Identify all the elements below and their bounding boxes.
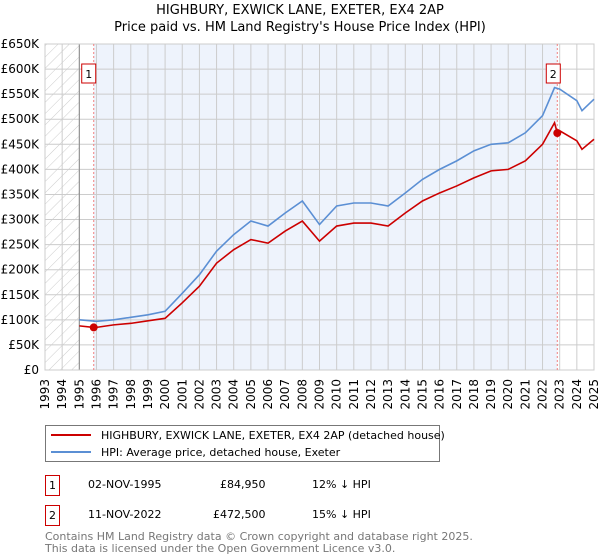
sale-point <box>89 323 98 332</box>
x-tick-label: 2022 <box>536 379 550 410</box>
x-tick-label: 2010 <box>330 379 344 410</box>
legend-item-property: HIGHBURY, EXWICK LANE, EXETER, EX4 2AP (… <box>46 427 445 443</box>
y-tick-label: £500K <box>1 112 41 126</box>
y-tick-label: £550K <box>1 87 41 101</box>
x-tick-label: 1999 <box>141 379 155 410</box>
y-tick-label: £100K <box>1 313 41 327</box>
legend-swatch-blue <box>51 451 91 453</box>
x-tick-label: 2009 <box>313 379 327 410</box>
x-tick-label: 1994 <box>55 379 69 410</box>
y-tick-label: £350K <box>1 187 41 201</box>
x-tick-label: 2005 <box>244 379 258 410</box>
sale-price: £472,500 <box>213 508 266 521</box>
y-tick-label: £50K <box>8 338 40 352</box>
marker-badge: 1 <box>45 475 60 496</box>
x-tick-label: 2000 <box>158 379 172 410</box>
annotation-label: 2 <box>550 68 557 81</box>
hpi-diff: 12% ↓ HPI <box>312 478 371 491</box>
property-price-line <box>79 120 595 329</box>
y-tick-label: £450K <box>1 137 41 151</box>
footer-licence: This data is licensed under the Open Gov… <box>45 542 396 555</box>
footer: Contains HM Land Registry data © Crown c… <box>45 531 473 555</box>
x-tick-label: 2025 <box>587 379 600 410</box>
ownership-period-shade <box>93 44 558 370</box>
legend-label: HIGHBURY, EXWICK LANE, EXETER, EX4 2AP (… <box>101 428 445 442</box>
y-tick-label: £0 <box>24 363 39 377</box>
annotation-box <box>81 63 97 84</box>
table-row: 2 11-NOV-2022 £472,500 15% ↓ HPI <box>45 505 445 526</box>
y-tick-label: £400K <box>1 162 41 176</box>
annotation-box <box>545 63 561 84</box>
x-tick-label: 2013 <box>381 379 395 410</box>
x-tick-label: 2011 <box>347 379 361 410</box>
x-tick-label: 1993 <box>38 379 52 410</box>
sale-date: 11-NOV-2022 <box>88 508 162 521</box>
x-tick-label: 1998 <box>124 379 138 410</box>
footer-copyright: Contains HM Land Registry data © Crown c… <box>45 530 473 543</box>
legend: HIGHBURY, EXWICK LANE, EXETER, EX4 2AP (… <box>45 425 445 462</box>
y-tick-label: £650K <box>1 37 41 51</box>
x-tick-label: 2012 <box>364 379 378 410</box>
x-tick-label: 2019 <box>484 379 498 410</box>
y-tick-label: £250K <box>1 238 41 252</box>
x-tick-label: 2018 <box>467 379 481 410</box>
plot-border <box>44 43 595 371</box>
hpi-line <box>79 86 595 323</box>
x-tick-label: 1997 <box>107 379 121 410</box>
x-tick-label: 2014 <box>398 379 412 410</box>
sale-date: 02-NOV-1995 <box>88 478 162 491</box>
x-tick-label: 1995 <box>72 379 86 410</box>
y-tick-label: £150K <box>1 288 41 302</box>
x-tick-label: 2004 <box>227 379 241 410</box>
sale-point <box>553 129 562 138</box>
y-tick-label: £300K <box>1 213 41 227</box>
marker-badge: 2 <box>45 505 60 526</box>
x-tick-label: 2001 <box>175 379 189 410</box>
price-chart: 1993 1994 1995 1996 1997 1998 1999 2000 2001 2002… <box>1 37 600 410</box>
x-tick-label: 2007 <box>278 379 292 410</box>
legend-item-hpi: HPI: Average price, detached house, Exet… <box>46 444 340 460</box>
x-tick-label: 2003 <box>210 379 224 410</box>
hpi-diff: 15% ↓ HPI <box>312 508 371 521</box>
x-tick-label: 2006 <box>261 379 275 410</box>
y-tick-label: £600K <box>1 62 41 76</box>
x-tick-label: 2002 <box>192 379 206 410</box>
x-tick-label: 2008 <box>295 379 309 410</box>
x-tick-label: 2016 <box>433 379 447 410</box>
x-tick-label: 2015 <box>415 379 429 410</box>
x-tick-label: 2021 <box>518 379 532 410</box>
sale-price: £84,950 <box>220 478 266 491</box>
y-tick-label: £200K <box>1 263 41 277</box>
x-tick-label: 2023 <box>553 379 567 410</box>
legend-swatch-red <box>51 434 91 436</box>
chart-title: HIGHBURY, EXWICK LANE, EXETER, EX4 2AP <box>156 3 444 18</box>
x-tick-label: 2017 <box>450 379 464 410</box>
chart-subtitle: Price paid vs. HM Land Registry's House … <box>114 20 486 35</box>
legend-label: HPI: Average price, detached house, Exet… <box>101 445 341 459</box>
table-row: 1 02-NOV-1995 £84,950 12% ↓ HPI <box>45 475 445 496</box>
x-tick-label: 2024 <box>570 379 584 410</box>
x-tick-label: 2020 <box>501 379 515 410</box>
annotation-label: 1 <box>85 68 92 81</box>
x-tick-label: 1996 <box>89 379 103 410</box>
